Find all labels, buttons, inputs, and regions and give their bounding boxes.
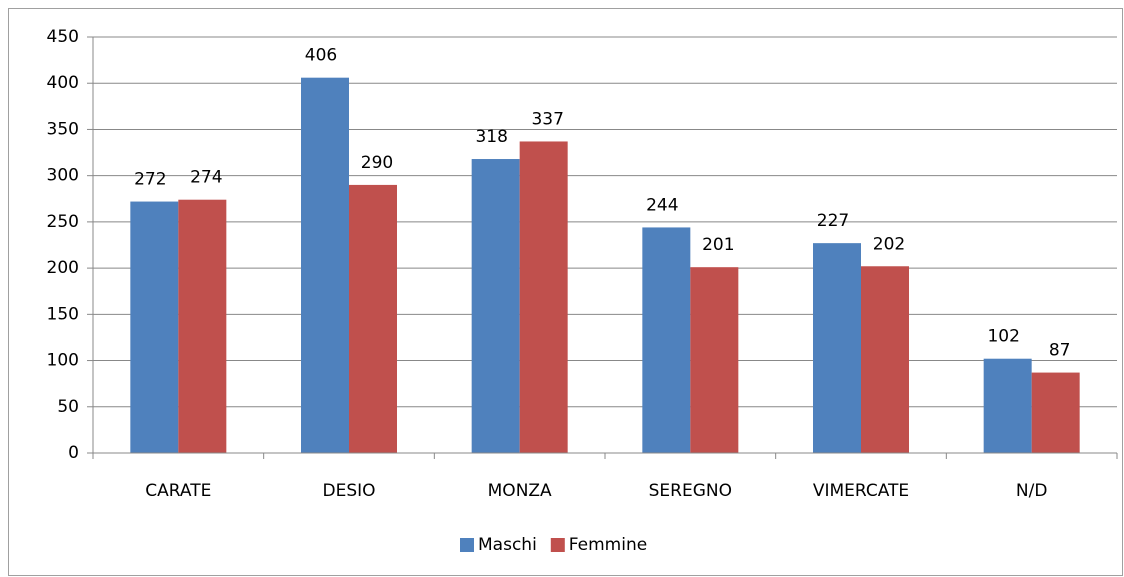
- data-label: 244: [646, 195, 678, 215]
- data-label: 102: [987, 327, 1019, 347]
- bar: [813, 243, 861, 453]
- y-tick-label: 50: [57, 397, 79, 417]
- y-tick-label: 200: [47, 258, 79, 278]
- bar: [178, 199, 227, 453]
- x-tick-label: DESIO: [322, 481, 375, 501]
- data-label: 227: [817, 211, 849, 231]
- x-tick-label: VIMERCATE: [813, 481, 909, 501]
- legend-label: Femmine: [569, 535, 647, 555]
- legend-swatch: [550, 538, 565, 552]
- y-tick-label: 100: [47, 351, 79, 371]
- legend-label: Maschi: [478, 535, 537, 555]
- data-label: 201: [702, 235, 734, 255]
- bar: [861, 266, 909, 453]
- data-label: 87: [1049, 341, 1071, 361]
- y-tick-label: 150: [47, 304, 79, 324]
- bar: [690, 267, 739, 453]
- bar: [130, 201, 179, 453]
- y-tick-label: 400: [47, 73, 79, 93]
- data-label: 337: [531, 109, 563, 129]
- y-tick-label: 450: [47, 27, 79, 47]
- data-label: 318: [475, 127, 507, 147]
- y-tick-label: 350: [47, 119, 79, 139]
- data-label: 272: [134, 170, 166, 190]
- bar: [1031, 372, 1080, 453]
- data-label: 202: [873, 234, 905, 254]
- y-tick-label: 0: [68, 443, 79, 463]
- legend-swatch: [460, 538, 474, 552]
- y-tick-label: 250: [47, 212, 79, 232]
- bar: [349, 184, 397, 453]
- bar: [471, 159, 520, 453]
- bar: [519, 141, 568, 453]
- data-label: 290: [361, 153, 393, 173]
- data-label: 406: [305, 46, 337, 66]
- y-tick-label: 300: [47, 166, 79, 186]
- bar: [301, 77, 349, 454]
- x-tick-label: N/D: [1016, 481, 1048, 501]
- bar: [983, 358, 1032, 453]
- x-tick-label: SEREGNO: [649, 481, 732, 501]
- data-label: 274: [190, 168, 222, 188]
- x-tick-label: MONZA: [488, 481, 552, 501]
- bar: [642, 227, 691, 453]
- x-tick-label: CARATE: [145, 481, 211, 501]
